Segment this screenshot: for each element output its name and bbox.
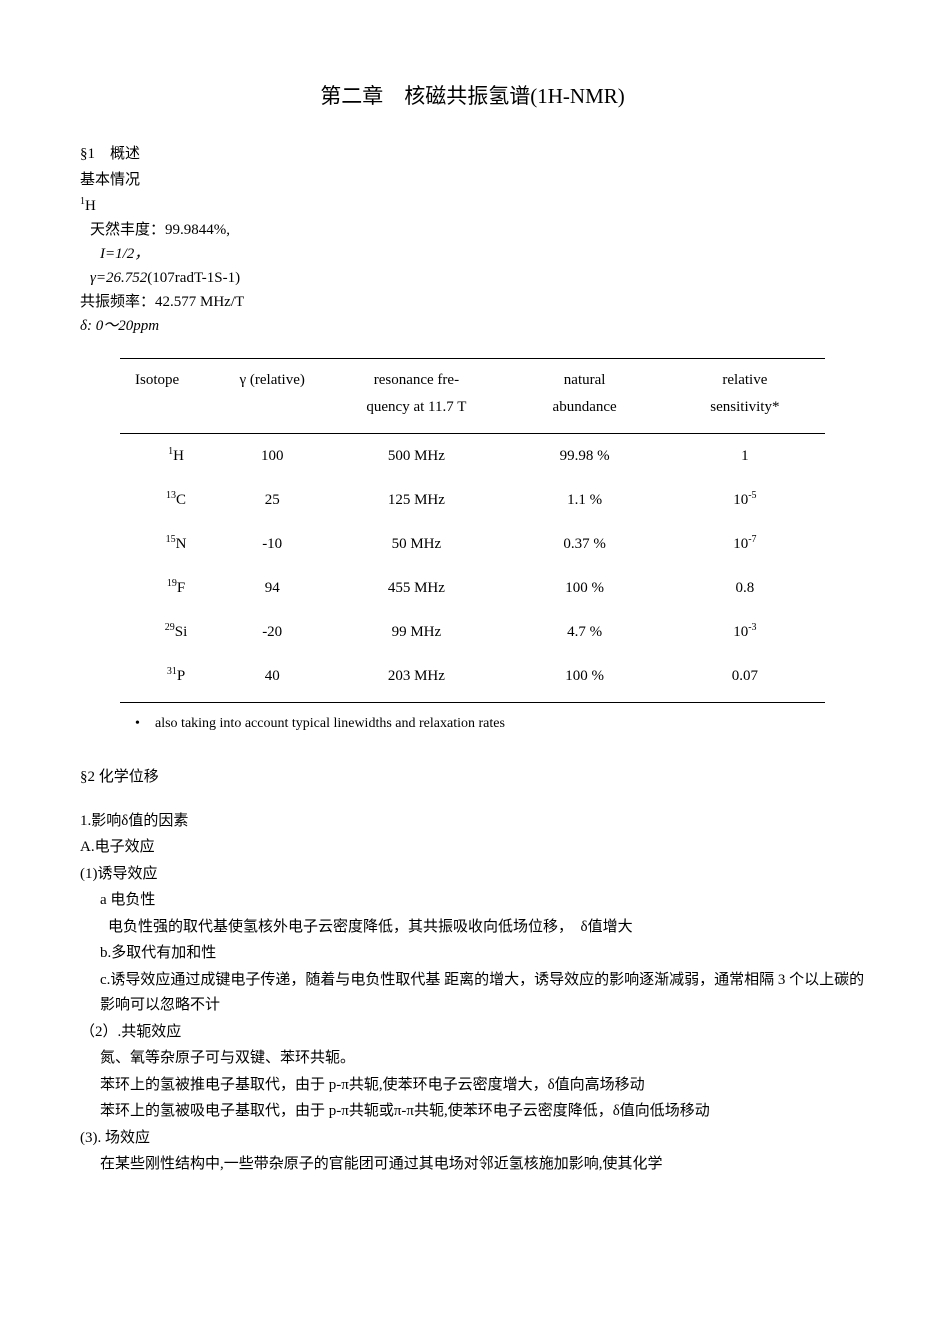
s2-p2-text1: 氮、氧等杂原子可与双键、苯环共轭。 bbox=[80, 1046, 865, 1072]
cell-frequency: 500 MHz bbox=[328, 433, 504, 478]
cell-sensitivity: 10-7 bbox=[665, 522, 825, 566]
natural-abundance-value: 99.9844%, bbox=[165, 222, 230, 238]
gamma-units: (107radT-1S-1) bbox=[147, 270, 240, 286]
cell-sensitivity: 0.8 bbox=[665, 566, 825, 610]
cell-isotope: 31P bbox=[120, 654, 216, 703]
cell-abundance: 100 % bbox=[505, 654, 665, 703]
table-header-row: Isotope γ (relative) resonance fre-quenc… bbox=[120, 358, 825, 433]
isotope-h-label: 1H bbox=[80, 194, 865, 218]
header-abundance: naturalabundance bbox=[505, 358, 665, 433]
cell-isotope: 29Si bbox=[120, 610, 216, 654]
section-1-subheading: 基本情况 bbox=[80, 168, 865, 192]
cell-isotope: 1H bbox=[120, 433, 216, 478]
cell-sensitivity: 10-3 bbox=[665, 610, 825, 654]
cell-gamma: -10 bbox=[216, 522, 328, 566]
table-row: 31P40203 MHz100 %0.07 bbox=[120, 654, 825, 703]
resonance-label: 共振频率： bbox=[80, 294, 155, 310]
table-row: 29Si-2099 MHz4.7 %10-3 bbox=[120, 610, 825, 654]
natural-abundance-label: 天然丰度： bbox=[90, 222, 165, 238]
s2-p1c: c.诱导效应通过成键电子传递，随着与电负性取代基 距离的增大，诱导效应的影响逐渐… bbox=[80, 968, 865, 1019]
table-row: 19F94455 MHz100 %0.8 bbox=[120, 566, 825, 610]
s2-hA: A.电子效应 bbox=[80, 835, 865, 861]
header-frequency: resonance fre-quency at 11.7 T bbox=[328, 358, 504, 433]
cell-abundance: 0.37 % bbox=[505, 522, 665, 566]
cell-sensitivity: 1 bbox=[665, 433, 825, 478]
isotope-table: Isotope γ (relative) resonance fre-quenc… bbox=[120, 358, 825, 703]
header-isotope: Isotope bbox=[120, 358, 216, 433]
cell-abundance: 99.98 % bbox=[505, 433, 665, 478]
resonance-freq-line: 共振频率：42.577 MHz/T bbox=[80, 290, 865, 314]
delta-range-line: δ: 0～20ppm bbox=[80, 314, 865, 338]
footnote-text: also taking into account typical linewid… bbox=[155, 716, 505, 731]
delta-range: 0～20ppm bbox=[92, 318, 159, 334]
cell-frequency: 203 MHz bbox=[328, 654, 504, 703]
s2-h1: 1.影响δ值的因素 bbox=[80, 809, 865, 835]
cell-frequency: 455 MHz bbox=[328, 566, 504, 610]
cell-sensitivity: 10-5 bbox=[665, 478, 825, 522]
cell-abundance: 1.1 % bbox=[505, 478, 665, 522]
cell-frequency: 125 MHz bbox=[328, 478, 504, 522]
cell-gamma: 100 bbox=[216, 433, 328, 478]
cell-gamma: 94 bbox=[216, 566, 328, 610]
delta-symbol: δ: bbox=[80, 318, 92, 334]
cell-isotope: 15N bbox=[120, 522, 216, 566]
gamma-line: γ=26.752(107radT-1S-1) bbox=[80, 266, 865, 290]
header-sensitivity: relativesensitivity* bbox=[665, 358, 825, 433]
cell-isotope: 19F bbox=[120, 566, 216, 610]
cell-gamma: 25 bbox=[216, 478, 328, 522]
isotope-table-container: Isotope γ (relative) resonance fre-quenc… bbox=[120, 358, 825, 703]
s2-p1b: b.多取代有加和性 bbox=[80, 941, 865, 967]
s2-p1a-text: 电负性强的取代基使氢核外电子云密度降低，其共振吸收向低场位移， δ值增大 bbox=[80, 915, 865, 941]
resonance-value: 42.577 MHz/T bbox=[155, 294, 244, 310]
spin-line: I=1/2， bbox=[80, 242, 865, 266]
gamma-value: =26.752 bbox=[96, 270, 147, 286]
section-2-heading: §2 化学位移 bbox=[80, 765, 865, 789]
document-title: 第二章 核磁共振氢谱(1H-NMR) bbox=[80, 80, 865, 114]
s2-p3: (3). 场效应 bbox=[80, 1126, 865, 1152]
table-footnote: •also taking into account typical linewi… bbox=[120, 713, 825, 735]
natural-abundance-line: 天然丰度：99.9844%, bbox=[80, 218, 865, 242]
table-row: 13C25125 MHz1.1 %10-5 bbox=[120, 478, 825, 522]
s2-p1a: a 电负性 bbox=[80, 888, 865, 914]
cell-gamma: -20 bbox=[216, 610, 328, 654]
cell-frequency: 50 MHz bbox=[328, 522, 504, 566]
cell-isotope: 13C bbox=[120, 478, 216, 522]
cell-frequency: 99 MHz bbox=[328, 610, 504, 654]
cell-sensitivity: 0.07 bbox=[665, 654, 825, 703]
table-row: 1H100500 MHz99.98 %1 bbox=[120, 433, 825, 478]
cell-gamma: 40 bbox=[216, 654, 328, 703]
s2-p2: （2）.共轭效应 bbox=[80, 1020, 865, 1046]
s2-p3-text: 在某些刚性结构中,一些带杂原子的官能团可通过其电场对邻近氢核施加影响,使其化学 bbox=[80, 1152, 865, 1178]
table-row: 15N-1050 MHz0.37 %10-7 bbox=[120, 522, 825, 566]
cell-abundance: 4.7 % bbox=[505, 610, 665, 654]
section-1-heading: §1 概述 bbox=[80, 142, 865, 166]
header-gamma: γ (relative) bbox=[216, 358, 328, 433]
s2-p2-text2: 苯环上的氢被推电子基取代，由于 p-π共轭,使苯环电子云密度增大，δ值向高场移动 bbox=[80, 1073, 865, 1099]
s2-p1: (1)诱导效应 bbox=[80, 862, 865, 888]
cell-abundance: 100 % bbox=[505, 566, 665, 610]
s2-p2-text3: 苯环上的氢被吸电子基取代，由于 p-π共轭或π-π共轭,使苯环电子云密度降低，δ… bbox=[80, 1099, 865, 1125]
